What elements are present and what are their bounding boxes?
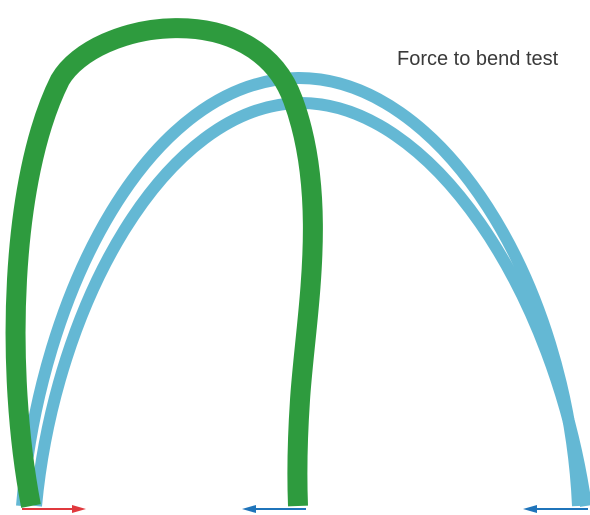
arrow-left-blue-right — [523, 505, 588, 513]
diagram-title: Force to bend test — [397, 48, 559, 70]
blue-tube-outer-strand — [16, 71, 584, 507]
green-tube — [5, 18, 323, 508]
arrow-right-red — [22, 505, 86, 513]
arrow-left-blue-middle — [242, 505, 306, 513]
